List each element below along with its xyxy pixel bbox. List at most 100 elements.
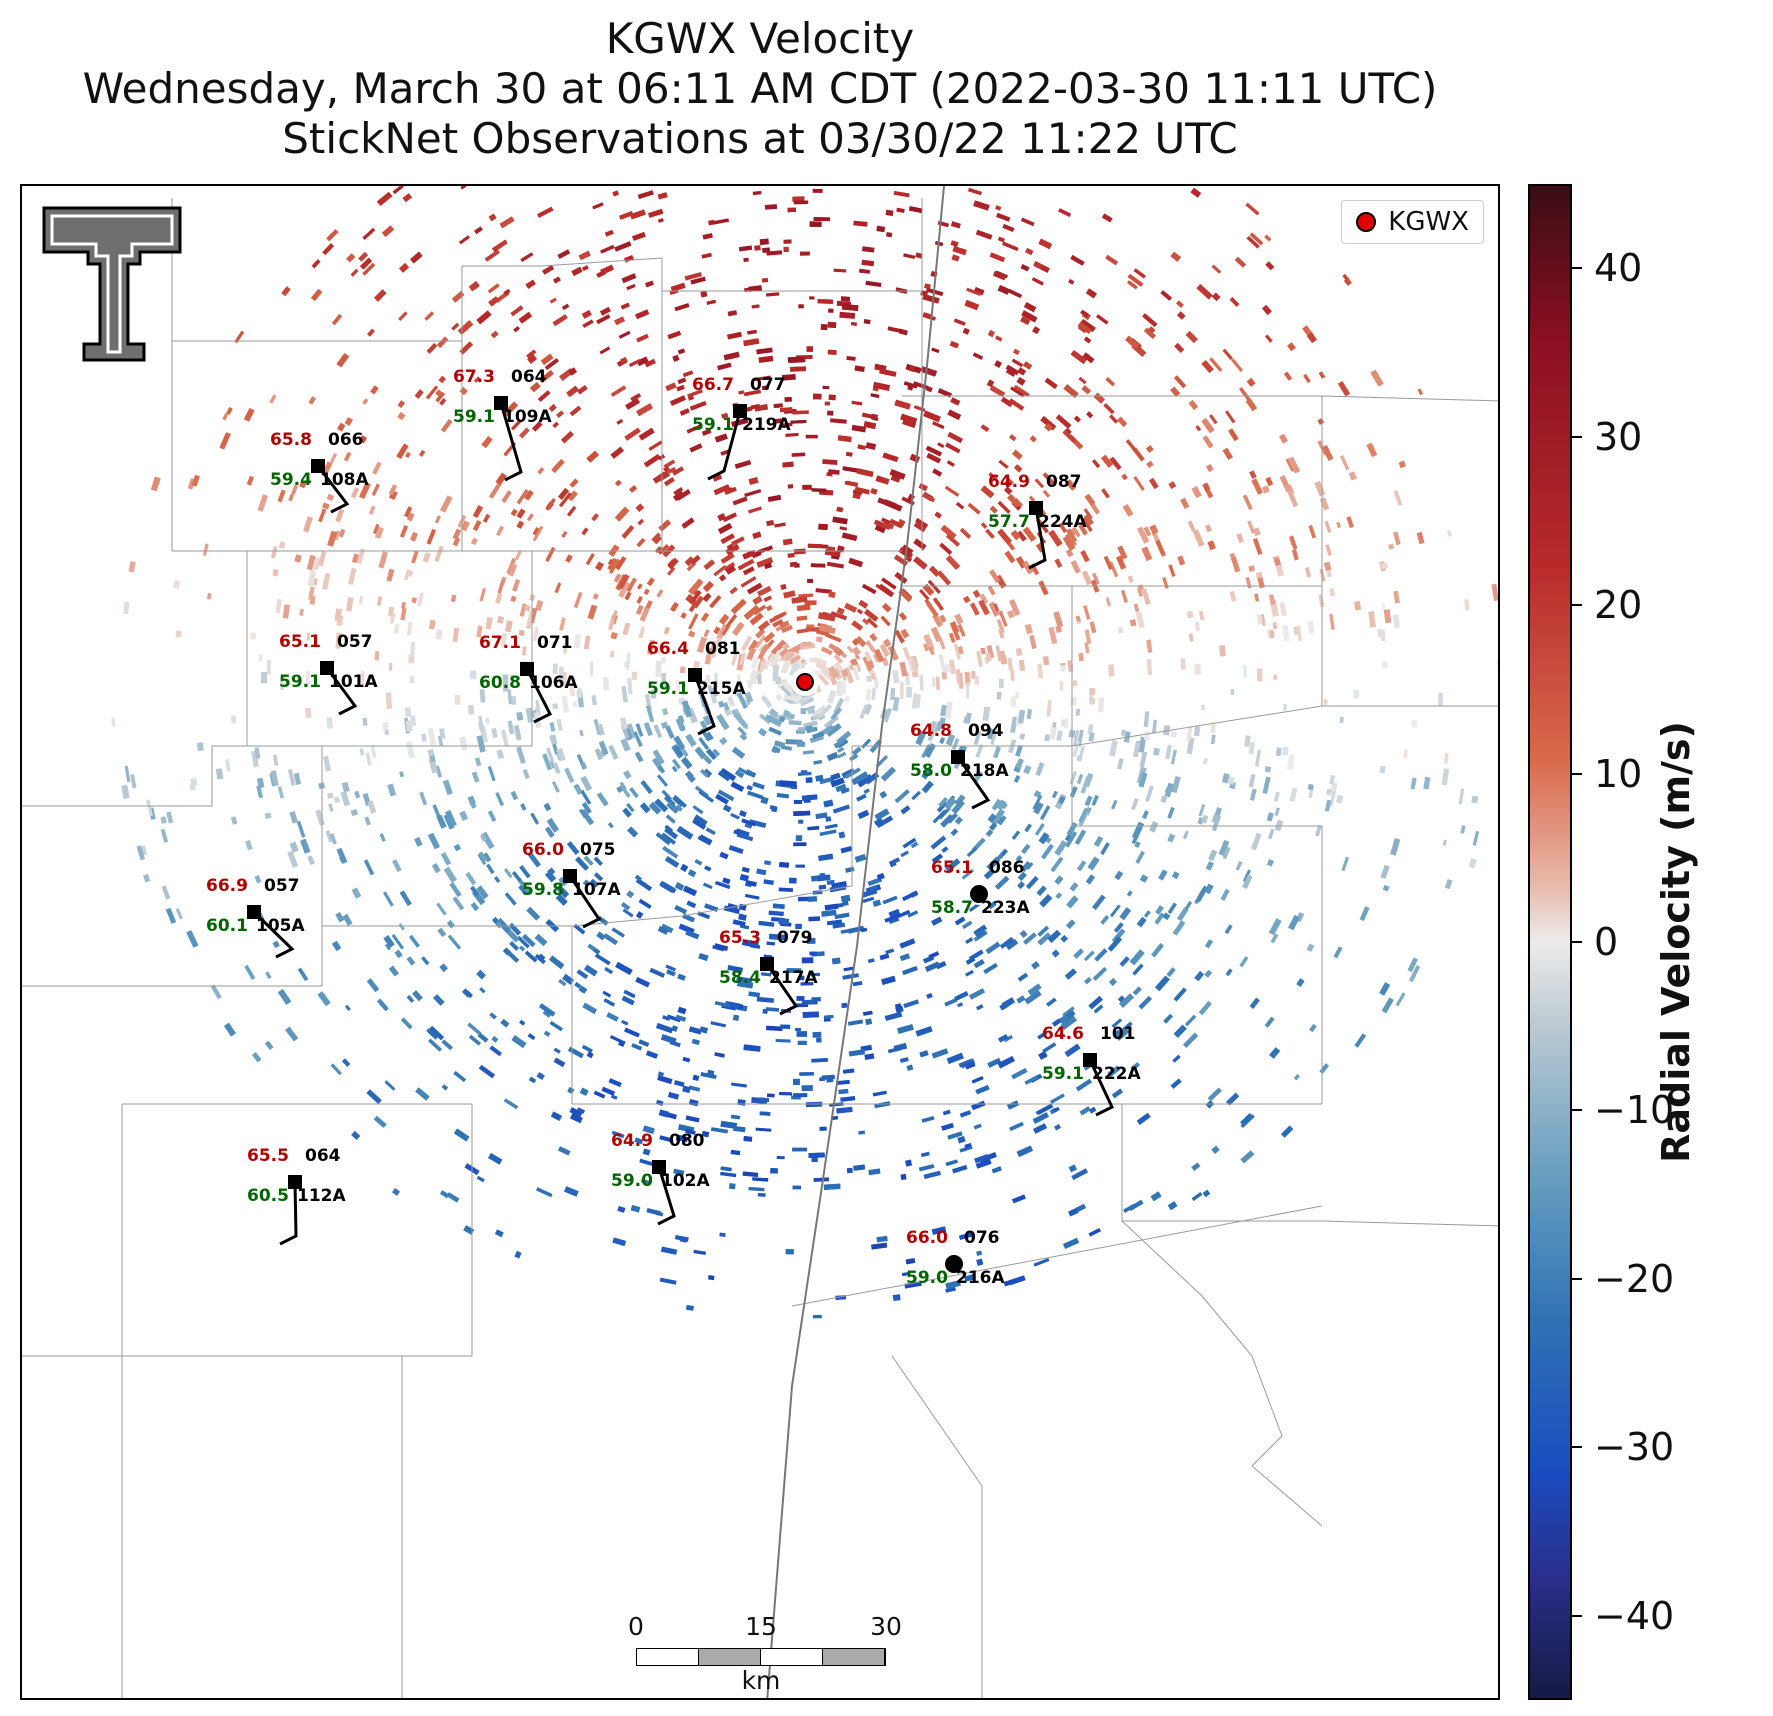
velocity-gate (798, 304, 804, 309)
velocity-gate (277, 988, 292, 1005)
velocity-gate (401, 602, 406, 609)
station-marker[interactable] (311, 459, 325, 473)
station-marker[interactable] (951, 750, 965, 764)
velocity-gate (527, 852, 541, 868)
velocity-gate (941, 846, 949, 853)
velocity-gate (190, 778, 198, 786)
station-id: 218A (960, 761, 1009, 781)
velocity-gate (1080, 319, 1096, 333)
velocity-gate (1009, 599, 1021, 616)
velocity-gate (946, 1052, 964, 1065)
velocity-gate (340, 790, 350, 807)
velocity-gate (1261, 304, 1272, 315)
velocity-gate (713, 565, 727, 577)
velocity-gate (303, 516, 313, 533)
velocity-gate (412, 990, 423, 1002)
velocity-gate (921, 744, 932, 759)
station-marker[interactable] (247, 905, 261, 919)
station-marker[interactable] (943, 1253, 965, 1275)
velocity-gate (745, 769, 757, 778)
velocity-gate (410, 251, 423, 264)
velocity-gate (610, 446, 625, 459)
velocity-gate (344, 1004, 351, 1012)
velocity-gate (1354, 601, 1362, 611)
velocity-gate (1306, 332, 1317, 344)
velocity-gate (1037, 1032, 1045, 1040)
velocity-gate (564, 767, 575, 784)
velocity-gate (812, 731, 825, 740)
velocity-gate (640, 1178, 652, 1185)
station-marker[interactable] (288, 1175, 302, 1189)
velocity-gate (743, 338, 760, 347)
velocity-gate (717, 362, 732, 371)
velocity-gate (665, 964, 677, 972)
velocity-gate (1339, 455, 1350, 471)
velocity-gate (779, 1091, 793, 1096)
velocity-gate (910, 841, 919, 849)
station-marker[interactable] (494, 396, 508, 410)
velocity-gate (972, 352, 984, 360)
velocity-gate (1211, 264, 1222, 274)
station-marker[interactable] (563, 869, 577, 883)
velocity-gate (915, 694, 921, 709)
velocity-gate (463, 1225, 475, 1235)
velocity-gate (888, 909, 901, 918)
velocity-gate (1042, 472, 1057, 487)
velocity-gate (582, 879, 591, 888)
station-marker[interactable] (1029, 501, 1043, 515)
velocity-gate (1281, 625, 1290, 642)
velocity-gate (1027, 983, 1042, 996)
velocity-gate (593, 856, 603, 866)
velocity-gate (510, 696, 517, 705)
velocity-gate (665, 814, 676, 824)
station-marker[interactable] (520, 662, 534, 676)
velocity-gate (843, 966, 855, 972)
velocity-gate (1172, 1054, 1181, 1063)
velocity-gate (1201, 814, 1209, 824)
station-marker[interactable] (760, 957, 774, 971)
velocity-gate (949, 340, 959, 349)
velocity-gate (732, 1014, 740, 1021)
velocity-gate (723, 702, 730, 711)
velocity-gate (997, 528, 1012, 545)
velocity-gate (871, 672, 876, 680)
station-marker[interactable] (968, 883, 990, 905)
velocity-gate (945, 858, 961, 873)
velocity-gate (1319, 568, 1326, 582)
velocity-gate (937, 388, 952, 398)
station-marker[interactable] (1083, 1053, 1097, 1067)
station-marker[interactable] (733, 404, 747, 418)
velocity-gate (619, 210, 634, 220)
velocity-gate (921, 766, 933, 780)
station-marker[interactable] (688, 668, 702, 682)
velocity-gate (1139, 751, 1148, 768)
velocity-gate (758, 920, 775, 927)
station-marker[interactable] (320, 661, 334, 675)
velocity-gate (557, 249, 571, 259)
velocity-gate (1108, 977, 1117, 986)
velocity-gate (652, 534, 662, 545)
velocity-gate (947, 431, 964, 444)
velocity-gate (476, 969, 486, 980)
velocity-gate (1010, 670, 1015, 681)
velocity-gate (545, 547, 556, 562)
velocity-gate (1242, 869, 1251, 883)
velocity-gate (1007, 493, 1021, 508)
velocity-gate (1115, 1027, 1130, 1041)
velocity-gate (1160, 795, 1168, 803)
velocity-gate (720, 1171, 737, 1178)
velocity-gate (738, 390, 745, 395)
velocity-gate (496, 749, 505, 759)
velocity-gate (365, 752, 372, 766)
velocity-gate (558, 876, 568, 887)
velocity-gate (518, 884, 528, 896)
velocity-gate (828, 591, 836, 599)
velocity-gate (870, 488, 878, 495)
velocity-gate (976, 1004, 984, 1011)
velocity-gate (472, 282, 480, 290)
velocity-gate (612, 190, 620, 197)
station-marker[interactable] (652, 1160, 666, 1174)
radar-map[interactable]: KGWX 67.3 064 59.1 109A 66.7 077 59.1 219A 65.8 0… (20, 184, 1500, 1700)
velocity-gate (884, 707, 892, 723)
velocity-gate (1227, 776, 1235, 785)
